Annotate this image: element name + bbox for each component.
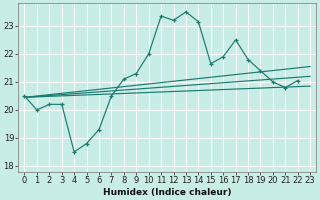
X-axis label: Humidex (Indice chaleur): Humidex (Indice chaleur) (103, 188, 232, 197)
